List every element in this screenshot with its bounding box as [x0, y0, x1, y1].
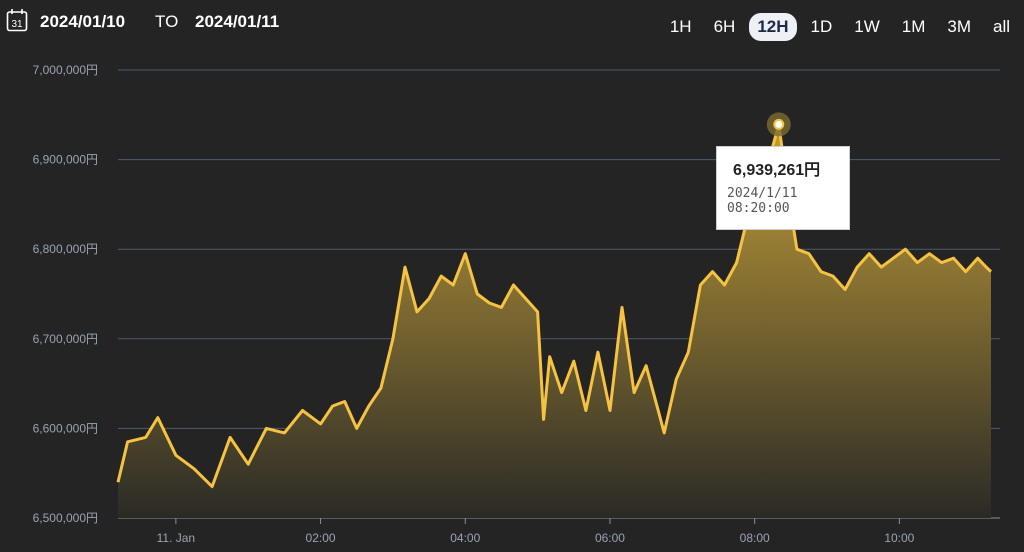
range-6h-button[interactable]: 6H	[713, 17, 736, 36]
hover-marker	[773, 118, 785, 130]
range-all-button[interactable]: all	[992, 17, 1010, 36]
range-12h-button[interactable]: 12H	[749, 13, 797, 41]
price-line	[116, 122, 993, 489]
date-to[interactable]: 2024/01/11	[195, 12, 280, 31]
range-1h-button[interactable]: 1H	[669, 17, 692, 36]
y-axis-ticks: 6,500,000円 6,600,000円 6,700,000円 6,800,000円…	[33, 63, 98, 525]
range-1m-button[interactable]: 1M	[901, 17, 926, 36]
x-tick-label: 08:00	[740, 531, 770, 545]
chart-header: 31 2024/01/10 TO 2024/01/11 1H 6H 12H 1D…	[0, 0, 1024, 52]
x-tick-label: 04:00	[450, 531, 480, 545]
tooltip-time: 08:20:00	[727, 201, 790, 216]
tooltip-price: 6,939,261円	[733, 162, 821, 179]
y-tick-label: 6,700,000円	[33, 332, 98, 346]
x-tick-label: 10:00	[884, 531, 914, 545]
range-1d-button[interactable]: 1D	[810, 17, 833, 36]
y-tick-label: 6,800,000円	[33, 242, 98, 256]
date-from[interactable]: 2024/01/10	[40, 12, 126, 31]
tooltip-date: 2024/1/11	[727, 186, 798, 201]
price-area	[118, 124, 991, 519]
x-tick-label: 06:00	[595, 531, 625, 545]
range-1w-button[interactable]: 1W	[854, 17, 880, 36]
y-tick-label: 6,600,000円	[33, 421, 98, 435]
range-selector: 1H 6H 12H 1D 1W 1M 3M all	[662, 13, 1018, 41]
y-tick-label: 6,900,000円	[33, 153, 98, 167]
calendar-day: 31	[11, 19, 23, 30]
x-tick-label: 11. Jan	[157, 531, 195, 545]
price-tooltip: 6,939,261円 2024/1/11 08:20:00	[716, 146, 850, 230]
date-separator: TO	[155, 12, 179, 31]
y-tick-label: 7,000,000円	[33, 63, 98, 77]
range-3m-button[interactable]: 3M	[947, 17, 971, 36]
x-axis-ticks: 11. Jan 02:00 04:00 06:00 08:00 10:00	[157, 518, 915, 545]
x-tick-label: 02:00	[306, 531, 336, 545]
calendar-icon[interactable]: 31	[6, 8, 28, 32]
y-tick-label: 6,500,000円	[33, 511, 98, 525]
